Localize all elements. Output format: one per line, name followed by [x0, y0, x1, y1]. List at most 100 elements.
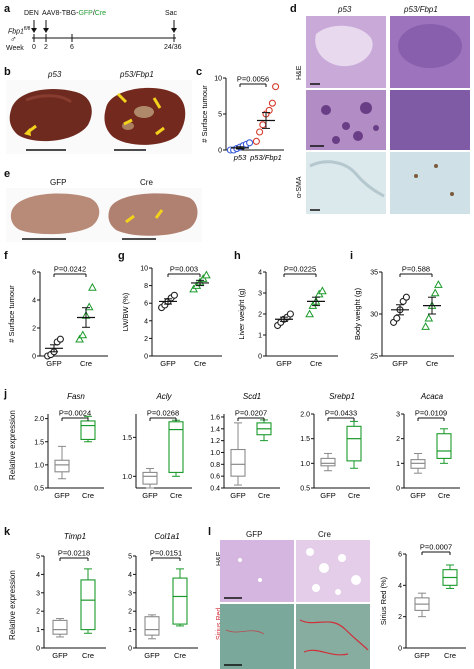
chart-j-srebp1: 0.5 1.0 1.5 2.0 P=0.0433 GFP Cre Srebp1: [300, 392, 370, 500]
chart-f-xlabel-0: GFP: [46, 359, 61, 368]
panel-letter-k: k: [4, 526, 11, 538]
chart-j-fasn-ytick-label-3: 2.0: [34, 416, 44, 423]
arrow-e-1: [125, 214, 135, 224]
chart-j-srebp1-ytick-label-2: 1.5: [300, 436, 310, 443]
chart-c-pvalue: P=0.0056: [237, 75, 269, 84]
chart-c-point-1-4: [265, 106, 273, 114]
chart-l-xlabel-0: GFP: [414, 651, 429, 660]
chart-l-sirius: 0 2 4 6 P=0.0007 GFP Cre Sirius Red (%): [379, 543, 466, 660]
chart-f-ytick-label-3: 6: [32, 270, 36, 277]
den-label: DEN: [24, 10, 39, 17]
den-arrow-head: [31, 28, 37, 33]
j-ylabel: Relative expression: [8, 410, 17, 480]
chart-h-xlabel-1: Cre: [310, 359, 322, 368]
chart-c-ytick-label-2: 10: [214, 76, 222, 83]
chart-i-point-1-1: [424, 313, 434, 322]
arrow-b-5: [155, 126, 165, 136]
chart-j-scd1-box-0: [230, 448, 246, 477]
chart-j-acly-ytick-label-0: 1.0: [122, 474, 132, 481]
genotype-sup: fl/fl: [23, 26, 31, 32]
chart-i-xlabel-1: Cre: [426, 359, 438, 368]
chart-j-acaca-ytick-label-0: 0: [396, 486, 400, 493]
photo-e-right-title: Cre: [140, 178, 153, 187]
chart-c-xlabel-1: p53/Fbp1: [249, 153, 282, 162]
chart-f-ylabel: # Surface tumour: [7, 285, 16, 343]
chart-j-srebp1-ytick-label-0: 0.5: [300, 486, 310, 493]
chart-k-col1a1: 0 1 2 3 4 5 P=0.0151 GFP Cre Col1a1: [128, 532, 198, 660]
chart-k-timp1-ytick-label-1: 1: [36, 627, 40, 634]
week-tick-0: 0: [32, 44, 36, 51]
chart-k-timp1-box-0: [52, 619, 68, 635]
chart-j-fasn-xlabel-1: Cre: [82, 491, 94, 500]
chart-f-point-0-4: [56, 335, 64, 343]
panel-letter-a: a: [4, 3, 11, 15]
chart-j-acly-pvalue: P=0.0268: [147, 409, 179, 418]
chart-k-timp1-ytick-label-4: 4: [36, 572, 40, 579]
week-label: Week: [6, 45, 24, 52]
chart-j-srebp1-ytick-label-1: 1.0: [300, 461, 310, 468]
chart-f-point-1-3: [84, 302, 94, 311]
l-sirius-gfp: [220, 604, 294, 669]
aav-slash: /: [92, 10, 95, 17]
l-sirius-cre: [296, 604, 370, 669]
aav-text: AAV8-TBG-: [42, 10, 79, 17]
chart-j-acly-box-0: [142, 471, 158, 485]
chart-j-acaca: 0 1 2 3 P=0.0109 GFP Cre Acaca: [396, 392, 460, 500]
chart-h-ytick-label-1: 1: [258, 333, 262, 340]
male-symbol: ♂: [10, 34, 17, 44]
chart-j-srebp1-pvalue: P=0.0433: [325, 409, 357, 418]
chart-k-timp1-ytick-label-2: 2: [36, 609, 40, 616]
he-p53-high: [306, 90, 386, 150]
l-he-gfp: [220, 540, 294, 602]
chart-c-point-1-5: [268, 99, 276, 107]
photo-b-left-title: p53: [48, 70, 62, 79]
chart-f-point-1-4: [88, 282, 97, 291]
aav-label: AAV8-TBG-GFP/Cre: [42, 10, 106, 17]
chart-j-srebp1-title: Srebp1: [329, 392, 355, 401]
d-row-sma: α-SMA: [296, 176, 303, 198]
chart-k-timp1-title: Timp1: [64, 532, 86, 541]
chart-j-acaca-ytick-label-2: 2: [396, 436, 400, 443]
chart-f-pvalue: P=0.0242: [54, 265, 86, 274]
chart-j-scd1-title: Scd1: [243, 392, 261, 401]
aav-cre-text: Cre: [94, 10, 107, 17]
chart-g-pvalue: P=0.003: [170, 265, 198, 274]
chart-l-pvalue: P=0.0007: [420, 543, 452, 552]
chart-j-fasn-ytick-label-0: 0.5: [34, 486, 44, 493]
chart-h-ytick-label-4: 4: [258, 270, 262, 277]
sma-fbp1: [390, 152, 470, 214]
panel-letter-f: f: [4, 250, 8, 262]
chart-j-acly: 1.0 1.5 P=0.0268 GFP Cre Acly: [122, 392, 192, 500]
chart-g-ylabel: LW/BW (%): [121, 292, 130, 331]
chart-j-acaca-xlabel-1: Cre: [438, 491, 450, 500]
chart-j-acly-ytick-label-1: 1.5: [122, 435, 132, 442]
panel-letter-d: d: [290, 3, 297, 15]
chart-i-point-1-4: [434, 280, 443, 288]
d-col-title-2: p53/Fbp1: [404, 5, 438, 14]
genotype-label: Fbp1fl/fl: [8, 26, 30, 35]
chart-k-timp1: 0 1 2 3 4 5 P=0.0218 GFP Cre Timp1: [36, 532, 106, 660]
chart-j-scd1-ytick-label-3: 1.0: [210, 450, 220, 457]
chart-k-col1a1-xlabel-0: GFP: [144, 651, 159, 660]
chart-f-point-1-1: [78, 330, 88, 339]
chart-j-scd1-ytick-label-4: 1.2: [210, 438, 220, 445]
chart-k-col1a1-box-0: [144, 616, 160, 636]
chart-k-col1a1-ytick-label-3: 3: [128, 590, 132, 597]
liver-photo-e: [6, 188, 202, 242]
chart-j-srebp1-xlabel-0: GFP: [320, 491, 335, 500]
chart-c-ytick-label-0: 0: [218, 148, 222, 155]
chart-j-fasn-box-0: [54, 459, 70, 473]
chart-g: 0 2 4 6 8 10 P=0.003 GFP Cre LW/BW (%): [121, 265, 222, 368]
chart-i: 25 30 35 P=0.588 GFP Cre Body weight (g): [353, 265, 454, 368]
chart-l-ytick-label-0: 0: [398, 646, 402, 653]
chart-j-acaca-pvalue: P=0.0109: [415, 409, 447, 418]
chart-c-ytick-label-1: 5: [218, 112, 222, 119]
chart-j-acly-title: Acly: [155, 392, 172, 401]
chart-i-ylabel: Body weight (g): [353, 287, 362, 340]
chart-k-timp1-xlabel-0: GFP: [52, 651, 67, 660]
histology-d: [306, 16, 470, 214]
chart-j-srebp1-ytick-label-3: 2.0: [300, 412, 310, 419]
chart-f-ytick-label-1: 2: [32, 326, 36, 333]
chart-j-acaca-ytick-label-3: 3: [396, 412, 400, 419]
